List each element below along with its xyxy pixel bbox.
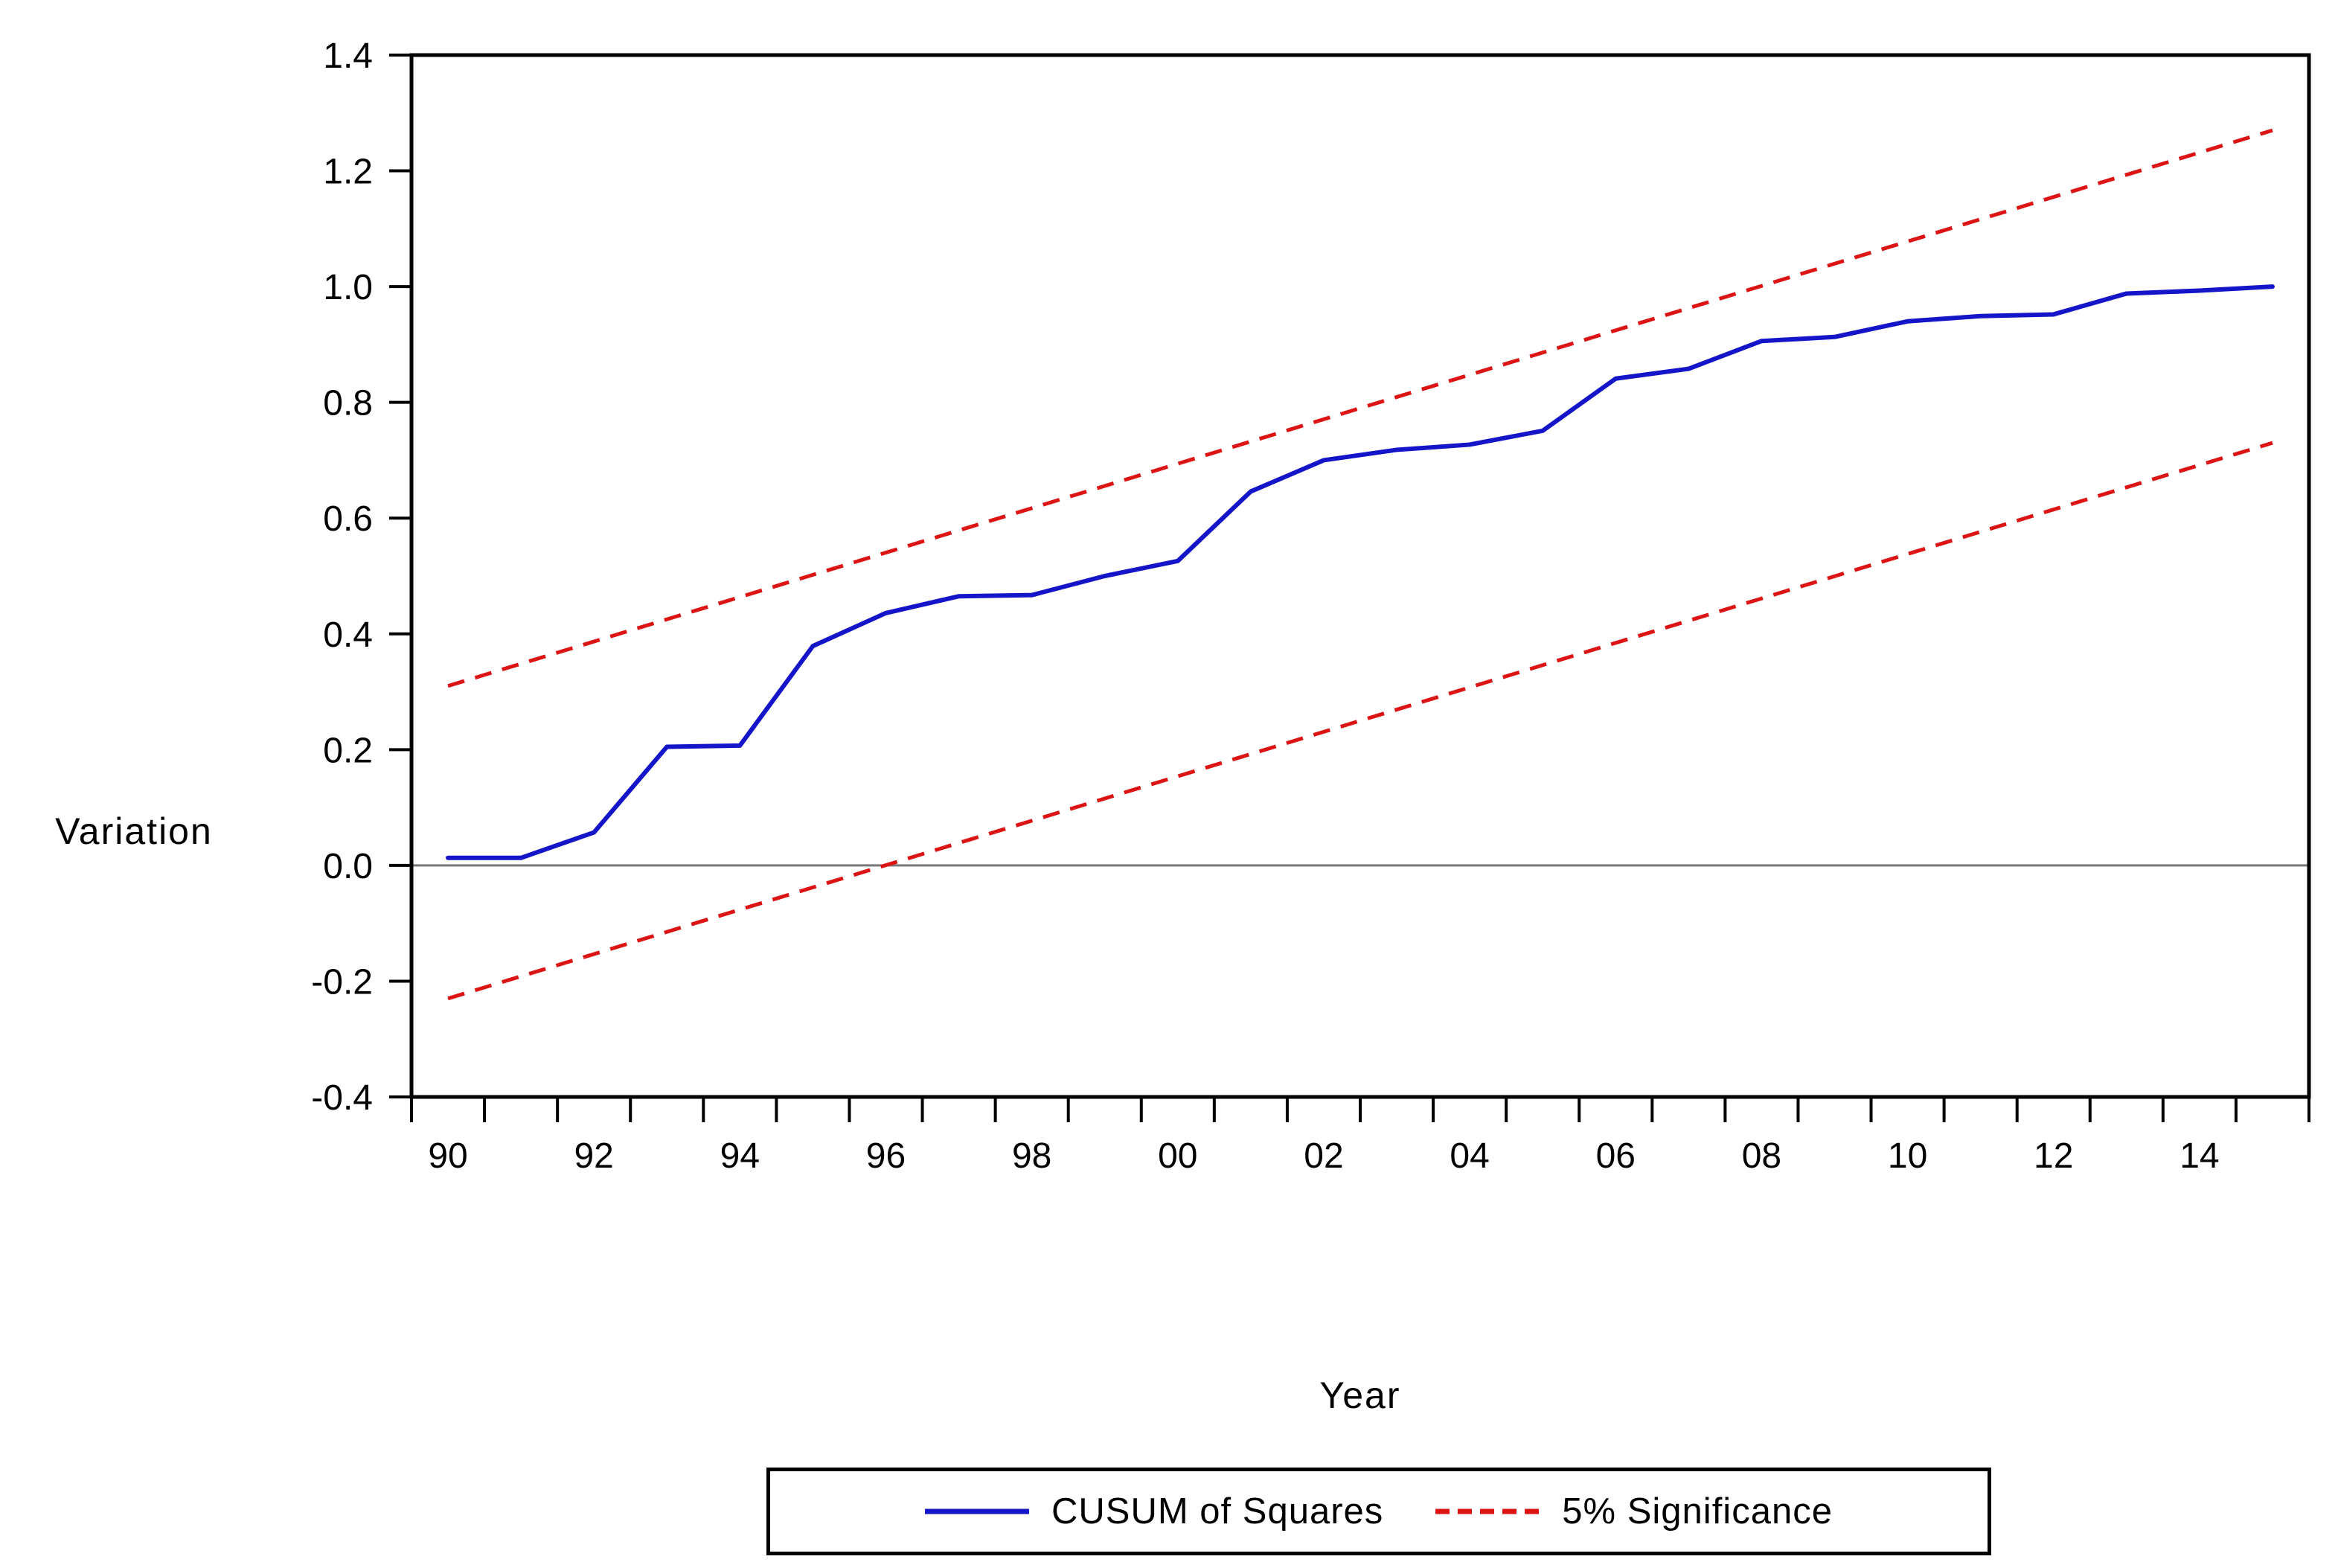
x-axis-tick-label: 00 [1158,1136,1197,1176]
legend: CUSUM of Squares 5% Significance [766,1468,1991,1555]
plot-frame [409,53,2311,1099]
y-axis-tick-label: 0.8 [323,384,373,423]
y-axis-tick-label: 1.0 [323,268,373,307]
y-axis-tick-label: 1.4 [323,36,373,76]
cusum-line-swatch [925,1508,1030,1514]
y-axis-tick-label: -0.4 [311,1078,373,1118]
y-axis-tick-label: 1.2 [323,153,373,192]
significance-upper-bound-line [447,128,2273,688]
x-axis-tick-label: 14 [2180,1136,2219,1176]
x-axis-tick-label: 04 [1450,1136,1489,1176]
y-axis-tick-label: 0.2 [323,731,373,770]
x-axis-tick-label: 12 [2034,1136,2073,1176]
legend-label-significance: 5% Significance [1562,1491,1833,1532]
y-axis-tick-label: -0.2 [311,962,373,1002]
y-axis-title: Variation [55,810,213,852]
x-axis-tick-label: 94 [720,1136,760,1176]
legend-item-cusum: CUSUM of Squares [925,1491,1383,1532]
cusum-of-squares-line [446,284,2275,860]
legend-label-cusum: CUSUM of Squares [1051,1491,1384,1532]
x-axis-title: Year [1319,1375,1401,1416]
x-axis-tick-label: 10 [1888,1136,1927,1176]
significance-lower-bound-line [447,441,2273,1001]
y-axis-tick-label: 0.4 [323,615,373,655]
y-axis-tick-label: 0.6 [323,499,373,539]
x-axis-tick-label: 08 [1742,1136,1781,1176]
significance-dash-swatch [1435,1508,1540,1514]
x-axis-tick-label: 92 [574,1136,613,1176]
x-axis-tick-label: 90 [428,1136,467,1176]
legend-item-significance: 5% Significance [1435,1491,1833,1532]
y-axis-tick-label: 0.0 [323,847,373,886]
x-axis-tick-label: 06 [1596,1136,1636,1176]
x-axis-tick-label: 02 [1304,1136,1343,1176]
x-axis-tick-label: 98 [1012,1136,1051,1176]
x-axis-tick-label: 96 [866,1136,906,1176]
